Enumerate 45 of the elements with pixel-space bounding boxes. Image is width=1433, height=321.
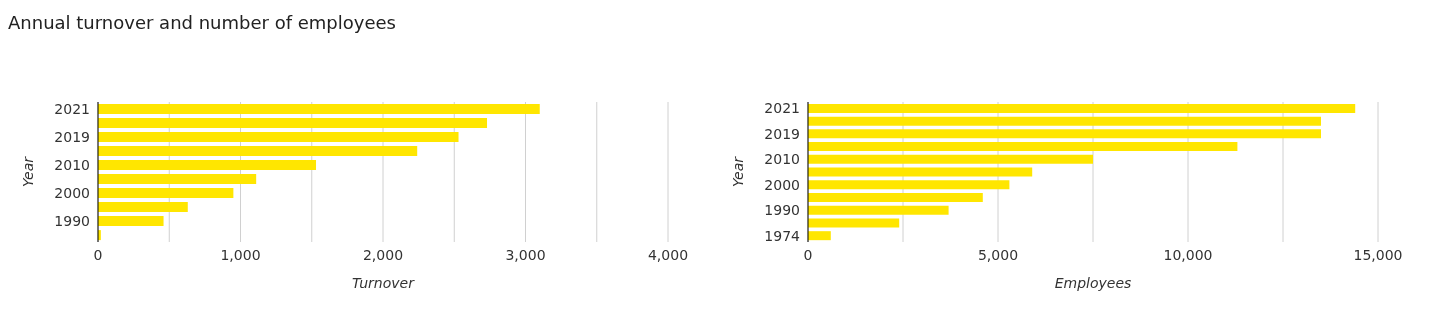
y-tick-label: 2000 [764, 176, 800, 193]
y-tick-label: 2019 [54, 128, 90, 145]
x-axis-title: Turnover [352, 275, 416, 291]
y-tick-label: 2010 [764, 151, 800, 168]
bar [808, 103, 1356, 113]
y-tick-label: 2000 [54, 184, 90, 201]
y-tick-label: 2021 [764, 100, 800, 117]
bar [98, 188, 234, 199]
bar [98, 216, 164, 227]
x-tick-label: 0 [93, 246, 103, 263]
x-tick-label: 0 [803, 246, 813, 263]
bar [98, 118, 488, 129]
bar [808, 129, 1321, 139]
bar [98, 132, 459, 143]
bar [808, 218, 900, 228]
bar [98, 146, 418, 157]
x-tick-label: 5,000 [977, 246, 1019, 263]
y-tick-label: 2019 [764, 125, 800, 142]
bar [98, 174, 257, 185]
bar [808, 205, 949, 215]
bar [808, 180, 1010, 190]
bar [98, 104, 540, 115]
y-tick-label: 1974 [764, 227, 801, 244]
x-tick-label: 1,000 [220, 246, 261, 263]
bar [98, 160, 317, 171]
y-tick-label: 2021 [54, 100, 90, 117]
y-axis-title: Year [729, 155, 746, 187]
bar [98, 202, 188, 213]
bar [808, 154, 1093, 164]
y-axis-title: Year [19, 155, 36, 187]
x-tick-label: 2,000 [362, 246, 404, 263]
x-tick-label: 3,000 [505, 246, 546, 263]
y-tick-label: 2010 [54, 156, 90, 173]
x-tick-label: 10,000 [1163, 246, 1213, 263]
x-tick-label: 4,000 [647, 246, 689, 263]
bar [808, 193, 983, 202]
bar [808, 116, 1321, 126]
y-tick-label: 1990 [54, 212, 90, 229]
bar [808, 167, 1033, 177]
bar [808, 231, 831, 241]
chart-title: Annual turnover and number of employees [8, 11, 397, 35]
x-axis-title: Employees [1054, 275, 1132, 291]
y-tick-label: 1990 [764, 202, 800, 219]
bar [808, 142, 1238, 152]
x-tick-label: 15,000 [1353, 246, 1403, 263]
